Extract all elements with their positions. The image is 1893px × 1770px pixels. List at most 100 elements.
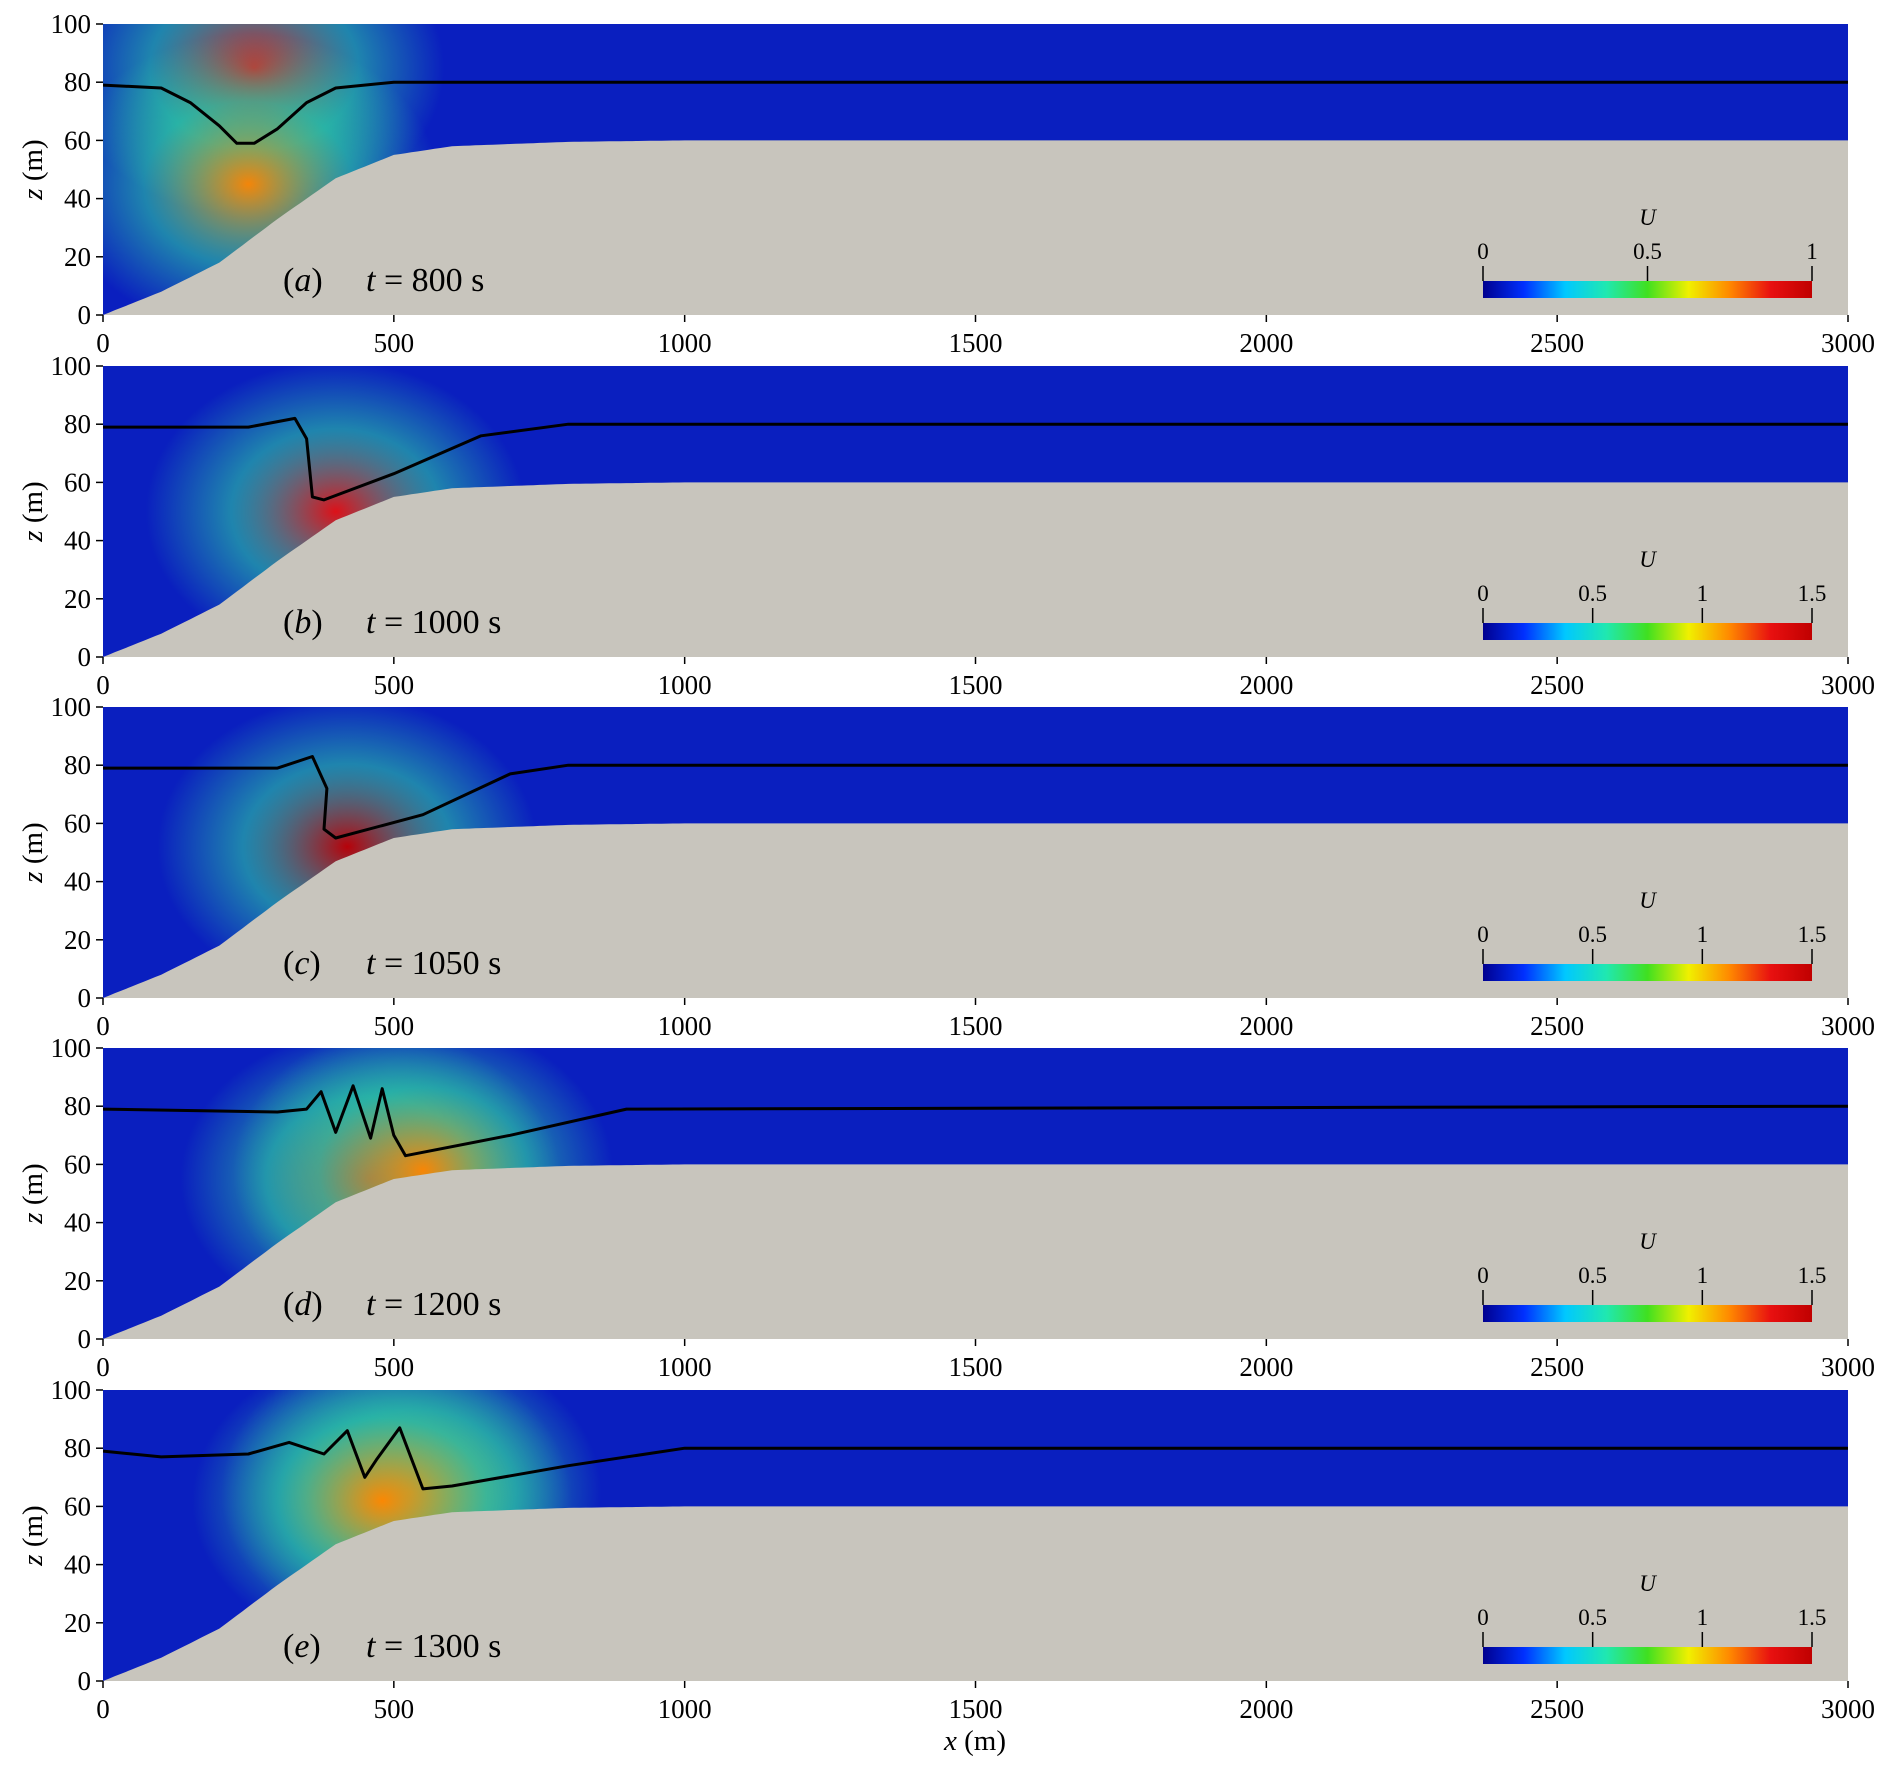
x-tick-label: 2500: [1530, 1011, 1584, 1041]
y-tick-label: 100: [51, 692, 92, 722]
x-tick-label: 0: [96, 1694, 110, 1724]
x-tick-label: 2000: [1239, 1694, 1293, 1724]
panel-label: (a): [283, 262, 323, 299]
colorbar: 0 0.5 1 1.5 U: [1477, 547, 1826, 640]
y-tick-label: 40: [64, 184, 91, 214]
colorbar-tick-label: 0: [1477, 1605, 1489, 1630]
colorbar-title: U: [1639, 888, 1657, 913]
colorbar-tick-label: 1: [1697, 1263, 1709, 1288]
colorbar-tick-label: 0.5: [1578, 581, 1607, 606]
y-tick-label: 0: [78, 983, 92, 1013]
y-tick-label: 20: [64, 1266, 91, 1296]
x-tick-label: 500: [374, 1352, 415, 1382]
colorbar-tick-label: 1.5: [1798, 1263, 1827, 1288]
time-label: t = 1000 s: [366, 604, 501, 641]
colorbar-tick-label: 1: [1697, 581, 1709, 606]
x-tick-label: 3000: [1821, 670, 1875, 700]
colorbar-tick-label: 1.5: [1798, 922, 1827, 947]
interface-line: [103, 80, 1848, 145]
colorbar-gradient: [1483, 1647, 1812, 1664]
colorbar: 0 0.5 1 1.5 U: [1477, 1571, 1826, 1664]
y-axis-title: z (m): [17, 1505, 49, 1566]
x-tick-label: 1500: [949, 328, 1003, 358]
y-tick-label: 40: [64, 1550, 91, 1580]
y-tick-label: 0: [78, 1666, 92, 1696]
interface-line: [103, 416, 1848, 502]
x-tick-label: 2500: [1530, 328, 1584, 358]
x-tick-label: 1500: [949, 1694, 1003, 1724]
colorbar-gradient: [1483, 964, 1812, 981]
seabed: [103, 1506, 1848, 1681]
y-tick-label: 40: [64, 526, 91, 556]
x-tick-label: 3000: [1821, 1352, 1875, 1382]
colorbar-gradient: [1483, 623, 1812, 640]
x-tick-label: 2000: [1239, 1011, 1293, 1041]
x-tick-label: 2500: [1530, 1694, 1584, 1724]
svg-text:x (m): x (m): [943, 1725, 1006, 1757]
seabed: [103, 482, 1848, 657]
y-tick-label: 20: [64, 584, 91, 614]
colorbar-gradient: [1483, 1305, 1812, 1322]
panel-label: (d): [283, 1286, 323, 1323]
y-tick-label: 80: [64, 1433, 91, 1463]
colorbar-tick-label: 1: [1697, 922, 1709, 947]
x-tick-label: 1000: [658, 670, 712, 700]
x-axis-title: x (m): [943, 1725, 1006, 1757]
colorbar: 0 0.5 1 1.5 U: [1477, 888, 1826, 981]
x-tick-label: 1000: [658, 1694, 712, 1724]
colorbar-tick-label: 0: [1477, 239, 1489, 264]
x-tick-label: 1000: [658, 328, 712, 358]
y-tick-label: 20: [64, 242, 91, 272]
colorbar-tick-label: 1.5: [1798, 1605, 1827, 1630]
colorbar-title: U: [1639, 547, 1657, 572]
y-tick-label: 0: [78, 300, 92, 330]
y-tick-label: 0: [78, 1324, 92, 1354]
colorbar-tick-label: 1.5: [1798, 581, 1827, 606]
y-tick-label: 0: [78, 642, 92, 672]
colorbar: 0 0.5 1 U: [1477, 205, 1818, 298]
y-axis-title: z (m): [17, 139, 49, 200]
interface-line: [103, 1084, 1848, 1158]
panel-label: (e): [283, 1628, 321, 1665]
colorbar-tick-label: 0: [1477, 922, 1489, 947]
seabed: [103, 140, 1848, 315]
time-label: t = 1050 s: [366, 945, 501, 982]
colorbar-tick-label: 1: [1806, 239, 1818, 264]
y-axis-title: z (m): [17, 822, 49, 883]
y-tick-label: 60: [64, 808, 91, 838]
panel-label: (b): [283, 604, 323, 641]
x-tick-label: 1500: [949, 1011, 1003, 1041]
x-tick-label: 2000: [1239, 670, 1293, 700]
plot-area: [103, 1048, 1848, 1339]
y-axis-title: z (m): [17, 481, 49, 542]
x-tick-label: 500: [374, 670, 415, 700]
colorbar-gradient: [1483, 281, 1812, 298]
y-tick-label: 20: [64, 925, 91, 955]
x-tick-label: 1500: [949, 1352, 1003, 1382]
y-tick-label: 40: [64, 867, 91, 897]
plot-area: [103, 24, 1848, 315]
x-tick-label: 2500: [1530, 670, 1584, 700]
y-tick-label: 60: [64, 1149, 91, 1179]
x-tick-label: 2500: [1530, 1352, 1584, 1382]
colorbar-title: U: [1639, 1229, 1657, 1254]
time-label: t = 1200 s: [366, 1286, 501, 1323]
y-tick-label: 100: [51, 9, 92, 39]
x-tick-label: 500: [374, 328, 415, 358]
y-tick-label: 80: [64, 750, 91, 780]
x-tick-label: 0: [96, 670, 110, 700]
x-tick-label: 500: [374, 1011, 415, 1041]
colorbar-tick-label: 0.5: [1578, 1263, 1607, 1288]
panel-label: (c): [283, 945, 321, 982]
interface-line: [103, 1426, 1848, 1491]
y-tick-label: 100: [51, 1033, 92, 1063]
x-axis-title-unit: (m): [957, 1725, 1006, 1757]
x-tick-label: 1500: [949, 670, 1003, 700]
x-tick-label: 0: [96, 328, 110, 358]
x-tick-label: 0: [96, 1011, 110, 1041]
plot-area: [103, 707, 1848, 998]
